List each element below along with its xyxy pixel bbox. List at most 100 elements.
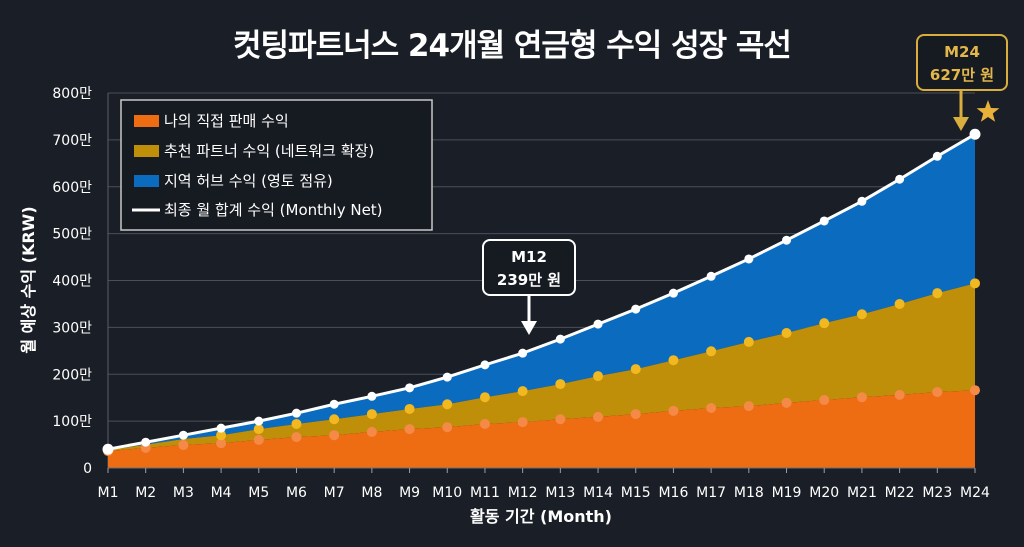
- point-direct: [932, 387, 943, 398]
- x-tick-label: M2: [135, 485, 156, 501]
- point-partner: [668, 355, 679, 366]
- point-partner: [366, 409, 377, 420]
- point-direct: [819, 395, 830, 406]
- x-tick-label: M4: [211, 485, 232, 501]
- point-total: [141, 437, 151, 447]
- y-tick-label: 400만: [52, 274, 92, 290]
- point-total: [782, 235, 792, 245]
- callout-m24: M24 627만 원: [916, 34, 1008, 131]
- callout-m12-month: M12: [511, 248, 547, 266]
- x-tick-label: M7: [324, 485, 345, 501]
- point-direct: [856, 392, 867, 403]
- x-tick-label: M6: [286, 485, 307, 501]
- point-partner: [253, 424, 264, 435]
- point-total: [216, 423, 226, 433]
- callout-m24-value: 627만 원: [930, 66, 994, 84]
- point-direct: [291, 432, 302, 443]
- point-total: [405, 383, 415, 393]
- point-direct: [216, 438, 227, 449]
- callout-m12: M12 239만 원: [482, 239, 576, 335]
- stacked-areas: [107, 132, 976, 468]
- legend-label-hub: 지역 허브 수익 (영토 점유): [164, 172, 333, 190]
- point-total: [668, 288, 678, 298]
- point-partner: [932, 288, 943, 299]
- y-tick-label: 800만: [52, 86, 92, 102]
- point-total: [857, 196, 867, 206]
- area-partner: [108, 283, 975, 452]
- point-partner: [329, 414, 340, 425]
- data-points: [102, 128, 981, 457]
- arrow-down-icon: [521, 321, 537, 335]
- legend-swatch-direct: [134, 115, 159, 127]
- point-total: [706, 271, 716, 281]
- point-total: [969, 128, 981, 140]
- point-direct: [366, 426, 377, 437]
- y-axis-title: 월 예상 수익 (KRW): [19, 206, 38, 353]
- point-direct: [253, 434, 264, 445]
- point-partner: [593, 371, 604, 382]
- point-partner: [856, 309, 867, 320]
- x-tick-label: M22: [885, 485, 915, 501]
- point-total: [518, 348, 528, 358]
- point-total: [254, 416, 264, 426]
- y-tick-label: 100만: [52, 414, 92, 430]
- x-tick-label: M13: [545, 485, 575, 501]
- point-partner: [781, 328, 792, 338]
- point-partner: [819, 318, 830, 329]
- point-total: [329, 399, 339, 409]
- point-partner: [555, 379, 566, 390]
- legend-label-total: 최종 월 합계 수익 (Monthly Net): [164, 201, 383, 219]
- point-partner: [743, 336, 754, 347]
- area-direct: [108, 390, 975, 468]
- x-tick-label: M24: [960, 485, 990, 501]
- point-total: [593, 319, 603, 329]
- x-tick-label: M14: [583, 485, 613, 501]
- area-hub: [108, 134, 975, 451]
- point-partner: [291, 418, 302, 429]
- point-total: [442, 372, 452, 382]
- x-tick-label: M20: [809, 485, 839, 501]
- x-tick-label: M21: [847, 485, 877, 501]
- point-direct: [630, 409, 641, 420]
- y-axis-ticks: 0 100만 200만 300만 400만 500만 600만 700만 800만: [52, 86, 92, 477]
- point-total: [895, 174, 905, 184]
- point-partner: [216, 430, 227, 441]
- point-direct: [555, 414, 566, 425]
- point-direct: [593, 411, 604, 422]
- point-total: [291, 408, 301, 418]
- x-tick-label: M17: [696, 485, 726, 501]
- point-direct: [404, 424, 415, 435]
- legend-swatch-hub: [134, 175, 159, 187]
- callout-m12-box: [482, 239, 576, 296]
- x-axis-ticks: M1 M2 M3 M4 M5 M6 M7 M8 M9 M10 M11 M12 M13 M14 M15 M16 M…: [98, 467, 990, 501]
- arrow-down-icon: [953, 117, 969, 131]
- star-icon: [976, 100, 1000, 122]
- point-direct: [781, 397, 792, 408]
- legend-box: [120, 99, 433, 231]
- legend-label-partner: 추천 파트너 수익 (네트워크 확장): [164, 142, 374, 160]
- point-direct: [442, 422, 453, 433]
- legend-swatch-partner: [134, 145, 159, 157]
- legend-label-direct: 나의 직접 판매 수익: [164, 112, 289, 130]
- y-tick-label: 300만: [52, 320, 92, 336]
- point-total: [555, 334, 565, 344]
- y-tick-label: 600만: [52, 180, 92, 196]
- point-total: [480, 360, 490, 370]
- x-tick-label: M23: [922, 485, 952, 501]
- point-total: [819, 216, 829, 226]
- point-direct: [178, 440, 189, 451]
- point-total: [744, 254, 754, 264]
- callout-m12-value: 239만 원: [497, 271, 561, 289]
- x-tick-label: M12: [508, 485, 538, 501]
- point-partner: [442, 399, 453, 410]
- x-tick-label: M11: [470, 485, 500, 501]
- point-partner: [706, 346, 717, 357]
- x-axis-title: 활동 기간 (Month): [470, 507, 612, 526]
- point-partner: [970, 278, 980, 289]
- x-tick-label: M16: [658, 485, 688, 501]
- chart-title: 컷팅파트너스 24개월 연금형 수익 성장 곡선: [233, 28, 792, 64]
- y-tick-label: 500만: [52, 227, 92, 243]
- point-partner: [479, 392, 490, 403]
- point-partner: [404, 403, 415, 414]
